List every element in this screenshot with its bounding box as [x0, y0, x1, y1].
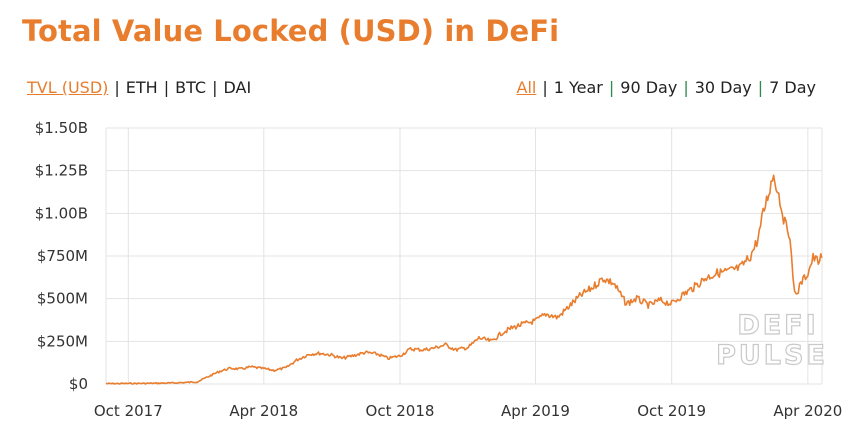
- watermark-line-2: PULSE: [716, 340, 828, 371]
- tab-separator: |: [683, 78, 689, 97]
- series-layer: [105, 174, 823, 385]
- watermark-line-1: DEFI: [737, 310, 818, 341]
- tab-eth[interactable]: ETH: [125, 78, 158, 97]
- series-line: [105, 174, 823, 385]
- y-tick-label: $1.00B: [35, 204, 88, 222]
- tab-range-90-day[interactable]: 90 Day: [620, 78, 678, 97]
- x-tick-label: Apr 2020: [773, 402, 842, 420]
- tab-separator: |: [163, 78, 170, 97]
- y-tick-label: $1.50B: [35, 119, 88, 137]
- tab-separator: |: [757, 78, 764, 97]
- grid-lines: [105, 127, 823, 385]
- page-title: Total Value Locked (USD) in DeFi: [22, 14, 560, 48]
- tab-range-7-day[interactable]: 7 Day: [769, 78, 816, 97]
- tab-range-30-day[interactable]: 30 Day: [694, 78, 752, 97]
- defi-pulse-watermark: DEFI PULSE: [715, 309, 828, 371]
- y-tick-label: $750M: [37, 247, 88, 265]
- axis-labels: $0 $250M $500M $750M $1.00B $1.25B $1.50B Oct 2…: [35, 119, 843, 420]
- tab-range-all[interactable]: All: [516, 78, 537, 97]
- tab-separator: |: [542, 78, 548, 97]
- x-tick-label: Apr 2019: [501, 402, 570, 420]
- x-tick-label: Oct 2017: [94, 402, 163, 420]
- x-tick-label: Apr 2018: [229, 402, 298, 420]
- y-tick-label: $250M: [37, 332, 88, 350]
- tab-dai[interactable]: DAI: [223, 78, 252, 97]
- tab-btc[interactable]: BTC: [175, 78, 207, 97]
- tab-separator: |: [608, 78, 615, 97]
- tab-separator: |: [212, 78, 218, 97]
- tab-tvl-usd[interactable]: TVL (USD): [27, 78, 109, 97]
- tab-separator: |: [114, 78, 120, 97]
- tab-range-1-year[interactable]: 1 Year: [553, 78, 603, 97]
- y-tick-label: $0: [69, 375, 88, 393]
- range-tabs: All | 1 Year | 90 Day | 30 Day | 7 Day: [517, 78, 817, 97]
- y-tick-label: $1.25B: [35, 162, 88, 180]
- x-tick-label: Oct 2018: [366, 402, 435, 420]
- x-tick-label: Oct 2019: [637, 402, 706, 420]
- metric-tabs: TVL (USD) | ETH | BTC | DAI: [27, 78, 251, 97]
- y-tick-label: $500M: [37, 290, 88, 308]
